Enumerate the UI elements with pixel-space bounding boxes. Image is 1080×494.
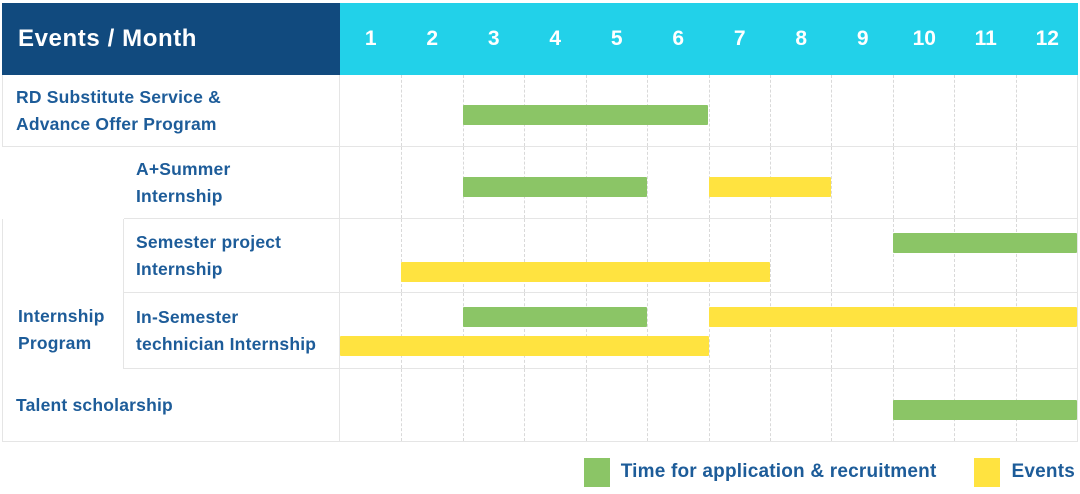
row-label-line: Internship	[136, 185, 223, 206]
legend-item-application: Time for application & recruitment	[583, 457, 937, 487]
month-gridline	[954, 293, 956, 368]
month-gridline	[769, 75, 771, 146]
month-gridline	[892, 75, 894, 146]
event-bar	[708, 307, 1077, 327]
month-gridline	[954, 147, 956, 218]
month-gridline	[462, 369, 464, 441]
month-gridline	[1015, 147, 1017, 218]
application-bar	[462, 307, 648, 327]
events-month-header-label: Events / Month	[18, 25, 198, 52]
month-gridline	[401, 147, 403, 218]
month-header-12: 12	[1016, 3, 1078, 75]
month-gridline	[831, 293, 833, 368]
group-label-line: Program	[18, 333, 92, 353]
month-gridline	[1015, 219, 1017, 292]
month-header-7: 7	[709, 3, 771, 75]
row-label-line: technician Internship	[136, 333, 317, 354]
row-label-line: RD Substitute Service &	[16, 86, 221, 107]
row-label-line: Semester project	[136, 231, 282, 252]
month-gridline	[524, 219, 526, 292]
month-gridline	[708, 219, 710, 292]
legend-label-application: Time for application & recruitment	[620, 461, 937, 482]
row-timeline	[340, 219, 1078, 293]
legend-item-events: Events	[974, 457, 1075, 487]
month-gridline	[401, 369, 403, 441]
month-gridline	[401, 219, 403, 292]
month-gridline	[892, 147, 894, 218]
month-gridline	[401, 75, 403, 146]
month-gridline	[831, 369, 833, 441]
event-bar	[708, 177, 832, 197]
month-header-8: 8	[770, 3, 832, 75]
row-label-line: A+Summer	[136, 158, 231, 179]
month-header-3: 3	[463, 3, 525, 75]
month-gridline	[462, 293, 464, 368]
row-label: Talent scholarship	[2, 369, 340, 442]
event-bar	[340, 336, 709, 356]
row-timeline	[340, 369, 1078, 442]
month-gridline	[647, 219, 649, 292]
row-timeline	[340, 75, 1078, 147]
row-label-line: In-Semester	[136, 306, 239, 327]
month-gridline	[585, 219, 587, 292]
row-label-line: Advance Offer Program	[16, 113, 217, 134]
month-gridline	[954, 219, 956, 292]
row-label: A+Summer Internship	[124, 147, 340, 219]
month-gridline	[585, 369, 587, 441]
row-timeline	[340, 293, 1078, 369]
events-color-swatch	[974, 457, 1001, 487]
event-bar	[401, 262, 770, 282]
month-gridline	[892, 293, 894, 368]
application-color-swatch	[583, 457, 610, 487]
month-gridline	[462, 219, 464, 292]
events-month-header-cell: Events / Month	[2, 3, 340, 75]
month-gridline	[831, 147, 833, 218]
month-gridline	[647, 369, 649, 441]
row-label: RD Substitute Service & Advance Offer Pro…	[2, 75, 340, 147]
month-gridline	[892, 219, 894, 292]
group-label-line: Internship	[18, 306, 105, 326]
month-gridline	[1015, 75, 1017, 146]
application-bar	[892, 400, 1077, 420]
month-header-4: 4	[524, 3, 586, 75]
month-gridline	[831, 75, 833, 146]
month-gridline	[647, 147, 649, 218]
month-gridline	[585, 293, 587, 368]
application-bar	[462, 177, 648, 197]
row-label-line: Internship	[136, 258, 223, 279]
month-gridline	[1015, 293, 1017, 368]
month-gridline	[524, 293, 526, 368]
month-gridline	[708, 369, 710, 441]
month-header-9: 9	[832, 3, 894, 75]
application-bar	[892, 233, 1077, 253]
month-gridline	[708, 75, 710, 146]
month-header-2: 2	[401, 3, 463, 75]
month-gridline	[708, 293, 710, 368]
row-timeline	[340, 147, 1078, 219]
month-gridline	[831, 219, 833, 292]
legend-label-events: Events	[1011, 461, 1075, 482]
month-gridline	[524, 369, 526, 441]
month-gridline	[401, 293, 403, 368]
application-bar	[462, 105, 709, 125]
month-gridline	[769, 369, 771, 441]
month-header-10: 10	[893, 3, 955, 75]
row-label: In-Semester technician Internship	[124, 293, 340, 369]
month-gridline	[647, 293, 649, 368]
month-header-11: 11	[955, 3, 1017, 75]
month-header-1: 1	[340, 3, 402, 75]
month-header-6: 6	[647, 3, 709, 75]
legend: Time for application & recruitment Event…	[583, 456, 1075, 488]
row-label-line: Talent scholarship	[16, 394, 173, 415]
events-by-month-table: Events / Month 1 2 3 4 5 6 7 8 9 10 11 12 Internship P…	[2, 3, 1078, 442]
month-header-5: 5	[586, 3, 648, 75]
month-gridline	[954, 75, 956, 146]
month-gridline	[769, 293, 771, 368]
row-label: Semester project Internship	[124, 219, 340, 293]
month-gridline	[769, 219, 771, 292]
